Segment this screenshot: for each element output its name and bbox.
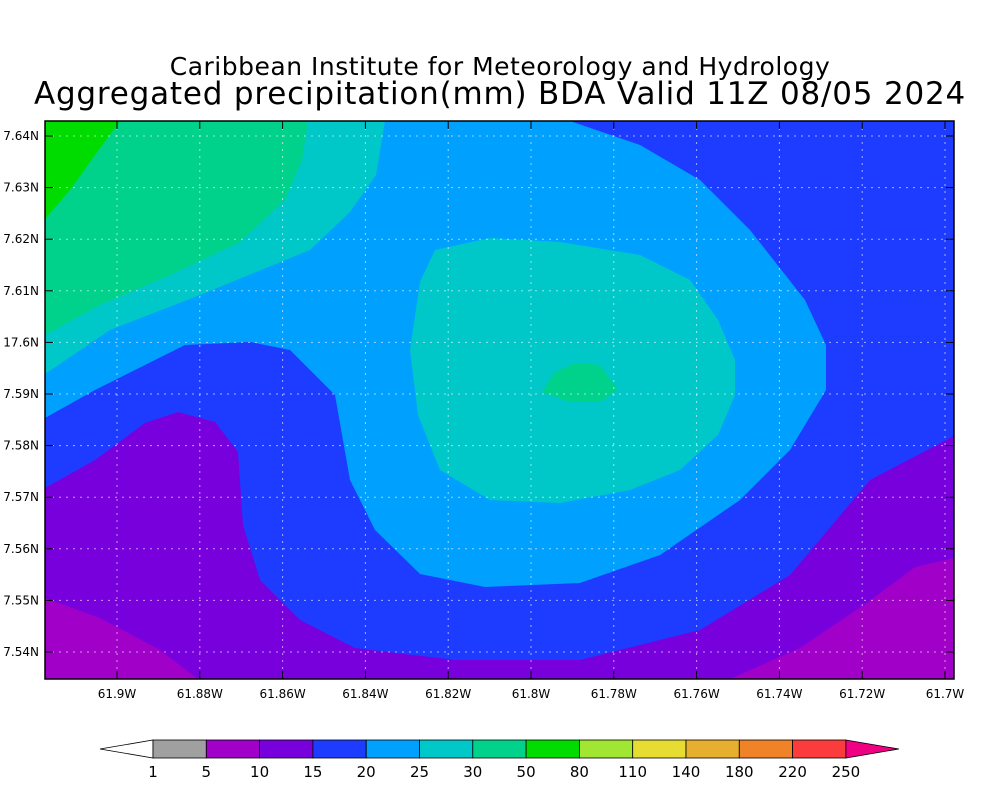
colorbar-swatch [205,739,261,759]
contour-field [45,121,954,679]
lat-tick-label: 7.63N [3,181,39,195]
colorbar-swatch [738,739,793,759]
lon-tick-label: 61.7W [926,687,965,701]
lon-tick-label: 61.9W [98,687,137,701]
colorbar-label: 5 [202,763,212,781]
lat-tick-label: 7.58N [3,439,39,453]
lat-tick-label: 17.6N [3,335,39,349]
colorbar-label: 30 [463,763,482,781]
lon-tick-label: 61.74W [756,687,802,701]
colorbar-swatch [579,739,634,759]
lat-tick-label: 7.56N [3,542,39,556]
contour-band-50-80 [45,121,120,219]
colorbar-label: 80 [570,763,589,781]
lat-tick-label: 7.64N [3,129,39,143]
lon-tick-label: 61.72W [839,687,885,701]
colorbar-label: 20 [357,763,376,781]
colorbar-label: 50 [517,763,536,781]
colorbar-swatch [525,739,580,759]
lat-tick-label: 7.54N [3,645,39,659]
lon-tick-label: 61.84W [342,687,388,701]
latitude-axis: 7.64N 7.63N 7.62N 7.61N 17.6N 7.59N 7.58N 7.57N… [3,129,954,659]
colorbar-swatch [632,739,687,759]
colorbar-swatch [685,739,740,759]
colorbar-label: 10 [250,763,269,781]
contour-band-5-10-right [730,558,954,679]
lat-tick-label: 7.62N [3,232,39,246]
colorbar-label: 250 [832,763,861,781]
colorbar-label: 140 [672,763,701,781]
lon-tick-label: 61.76W [673,687,719,701]
contour-band-30-50-center [542,363,618,402]
colorbar: 1 5 10 15 20 25 30 50 80 110 140 180 220 250 [99,739,899,781]
colorbar-label: 25 [410,763,429,781]
colorbar-swatch [792,739,847,759]
lon-tick-label: 61.78W [591,687,637,701]
colorbar-label: 15 [303,763,322,781]
contour-band-10-15 [45,412,954,679]
colorbar-label: 110 [618,763,647,781]
colorbar-swatch [472,739,527,759]
lat-tick-label: 7.57N [3,490,39,504]
plot-frame [44,120,955,680]
colorbar-swatch [365,739,420,759]
colorbar-swatch [312,739,367,759]
colorbar-label: 220 [778,763,807,781]
longitude-axis: 61.9W 61.88W 61.86W 61.84W 61.82W 61.8W 61.78W… [98,121,965,701]
lat-tick-label: 7.61N [3,284,39,298]
colorbar-over-triangle [845,739,899,759]
lat-tick-label: 7.55N [3,593,39,607]
colorbar-label: 180 [725,763,754,781]
contour-band-5-10-left [45,598,198,679]
contour-band-30-50-main [45,121,308,335]
colorbar-swatch [419,739,474,759]
colorbar-label: 1 [148,763,158,781]
lon-tick-label: 61.8W [512,687,551,701]
lat-tick-label: 7.59N [3,387,39,401]
product-title: Aggregated precipitation(mm) BDA Valid 1… [33,76,967,112]
lon-tick-label: 61.82W [425,687,471,701]
colorbar-swatch [259,739,314,759]
lon-tick-label: 61.88W [177,687,223,701]
lon-tick-label: 61.86W [259,687,305,701]
institute-title: Caribbean Institute for Meteorology and … [169,52,831,81]
colorbar-swatch [152,739,207,759]
colorbar-under-triangle [99,739,154,759]
gridlines [45,121,954,679]
